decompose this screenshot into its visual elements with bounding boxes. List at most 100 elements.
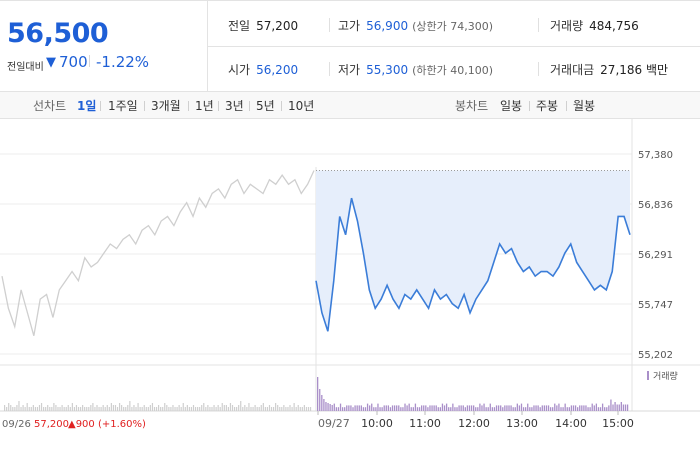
volume-bar [383, 405, 385, 411]
volume-bar [236, 407, 238, 411]
volume-bar [55, 405, 57, 411]
volume-bar [248, 403, 250, 411]
volume-bar [131, 407, 133, 411]
volume-bar [10, 405, 12, 411]
change-percent: -1.22% [96, 53, 150, 71]
volume-bar [379, 407, 381, 411]
volume-bar [483, 403, 485, 411]
volume-bar [481, 405, 483, 411]
volume-bar [100, 407, 102, 411]
volume-bar [197, 407, 199, 411]
volume-bar [98, 407, 100, 411]
volume-bar [500, 405, 502, 411]
volume-bar [601, 403, 604, 411]
volume-bar [439, 407, 442, 411]
x-tick-label: 13:00 [506, 417, 538, 430]
volume-bar [477, 407, 479, 411]
open-value: 56,200 [256, 63, 299, 77]
volume-bar [404, 403, 406, 411]
candle-monthly[interactable]: 월봉 [573, 99, 596, 113]
volume-bar [317, 377, 319, 411]
volume-bar [112, 405, 115, 411]
low-label: 저가 [338, 63, 361, 77]
volume-bar [244, 405, 246, 411]
today-area [316, 170, 630, 332]
x-tick-label: 14:00 [555, 417, 587, 430]
volume-bar [495, 405, 498, 411]
y-tick-label: 57,380 [638, 150, 673, 161]
volume-bar [88, 407, 90, 411]
volume-bar [279, 407, 281, 411]
volume-bar [51, 407, 53, 411]
volume-bar [238, 405, 240, 411]
volume-bar [570, 405, 573, 411]
volume-bar [400, 407, 402, 411]
volume-bar [139, 407, 141, 411]
price-chart[interactable]: 57,380 56,836 56,291 55,747 55,202 거래량 09/27… [0, 119, 700, 450]
low: 저가 55,300 (하한가 40,100) [338, 61, 493, 78]
volume-bar [344, 407, 346, 411]
volume-bar [63, 407, 65, 411]
prev-close: 전일 57,200 [228, 17, 298, 34]
volume-bar [151, 403, 154, 411]
volume-bar [437, 407, 439, 411]
period-1w[interactable]: 1주일 [108, 99, 138, 113]
volume-bar [123, 407, 125, 411]
volume-bar [371, 403, 373, 411]
volume-bar [176, 407, 178, 411]
open: 시가 56,200 [228, 61, 298, 78]
period-3m[interactable]: 3개월 [151, 99, 181, 113]
volume-bar [250, 407, 252, 411]
volume-bar [414, 403, 417, 411]
volume-bar [258, 407, 260, 411]
volume-bar [260, 405, 262, 411]
volume-bar [547, 405, 550, 411]
volume-bar [579, 405, 581, 411]
period-1y[interactable]: 1년 [195, 99, 214, 113]
volume-bar [518, 405, 521, 411]
volume-label: 거래량 [550, 19, 584, 33]
volume-bar [425, 405, 427, 411]
volume-bar [608, 405, 610, 411]
period-10y[interactable]: 10년 [288, 99, 315, 113]
volume-bar [560, 407, 562, 411]
volume-bar [614, 402, 616, 411]
down-arrow-icon: ▼ [46, 55, 56, 70]
candle-weekly[interactable]: 주봉 [536, 99, 559, 113]
volume-bar [205, 407, 207, 411]
volume-bar [65, 407, 67, 411]
volume-legend: 거래량 [653, 370, 678, 382]
trade-value-label: 거래대금 [550, 63, 595, 77]
period-3y[interactable]: 3년 [225, 99, 244, 113]
volume-bar [321, 395, 323, 411]
candle-daily[interactable]: 일봉 [500, 99, 523, 113]
volume-bar [211, 407, 213, 411]
volume-bar [389, 407, 392, 411]
period-1d[interactable]: 1일 [77, 99, 97, 113]
volume-bar [398, 405, 400, 411]
volume-bar [381, 407, 383, 411]
volume-bar [527, 403, 529, 411]
x-tick-label: 11:00 [409, 417, 441, 430]
volume-bar [610, 399, 612, 411]
volume-bar [604, 407, 606, 411]
volume-bar [174, 407, 176, 411]
period-5y[interactable]: 5년 [256, 99, 275, 113]
volume-bar [452, 403, 454, 411]
low-value: 55,300 [366, 63, 409, 77]
volume-bar [16, 405, 18, 411]
volume-bar [240, 401, 242, 411]
open-label: 시가 [228, 63, 251, 77]
volume-bar [448, 407, 450, 411]
volume-bar [362, 407, 365, 411]
volume-bar [199, 407, 201, 411]
volume-bar [82, 405, 84, 411]
x-axis: 09/27 10:00 11:00 12:00 13:00 14:00 15:00 09/26… [2, 411, 634, 430]
volume-bar [391, 405, 394, 411]
volume-bar [166, 405, 168, 411]
prev-day-series [1, 170, 315, 336]
volume-bar [377, 403, 379, 411]
volume-bar [252, 407, 254, 411]
row-divider [208, 46, 700, 47]
volume-bar [497, 405, 500, 411]
